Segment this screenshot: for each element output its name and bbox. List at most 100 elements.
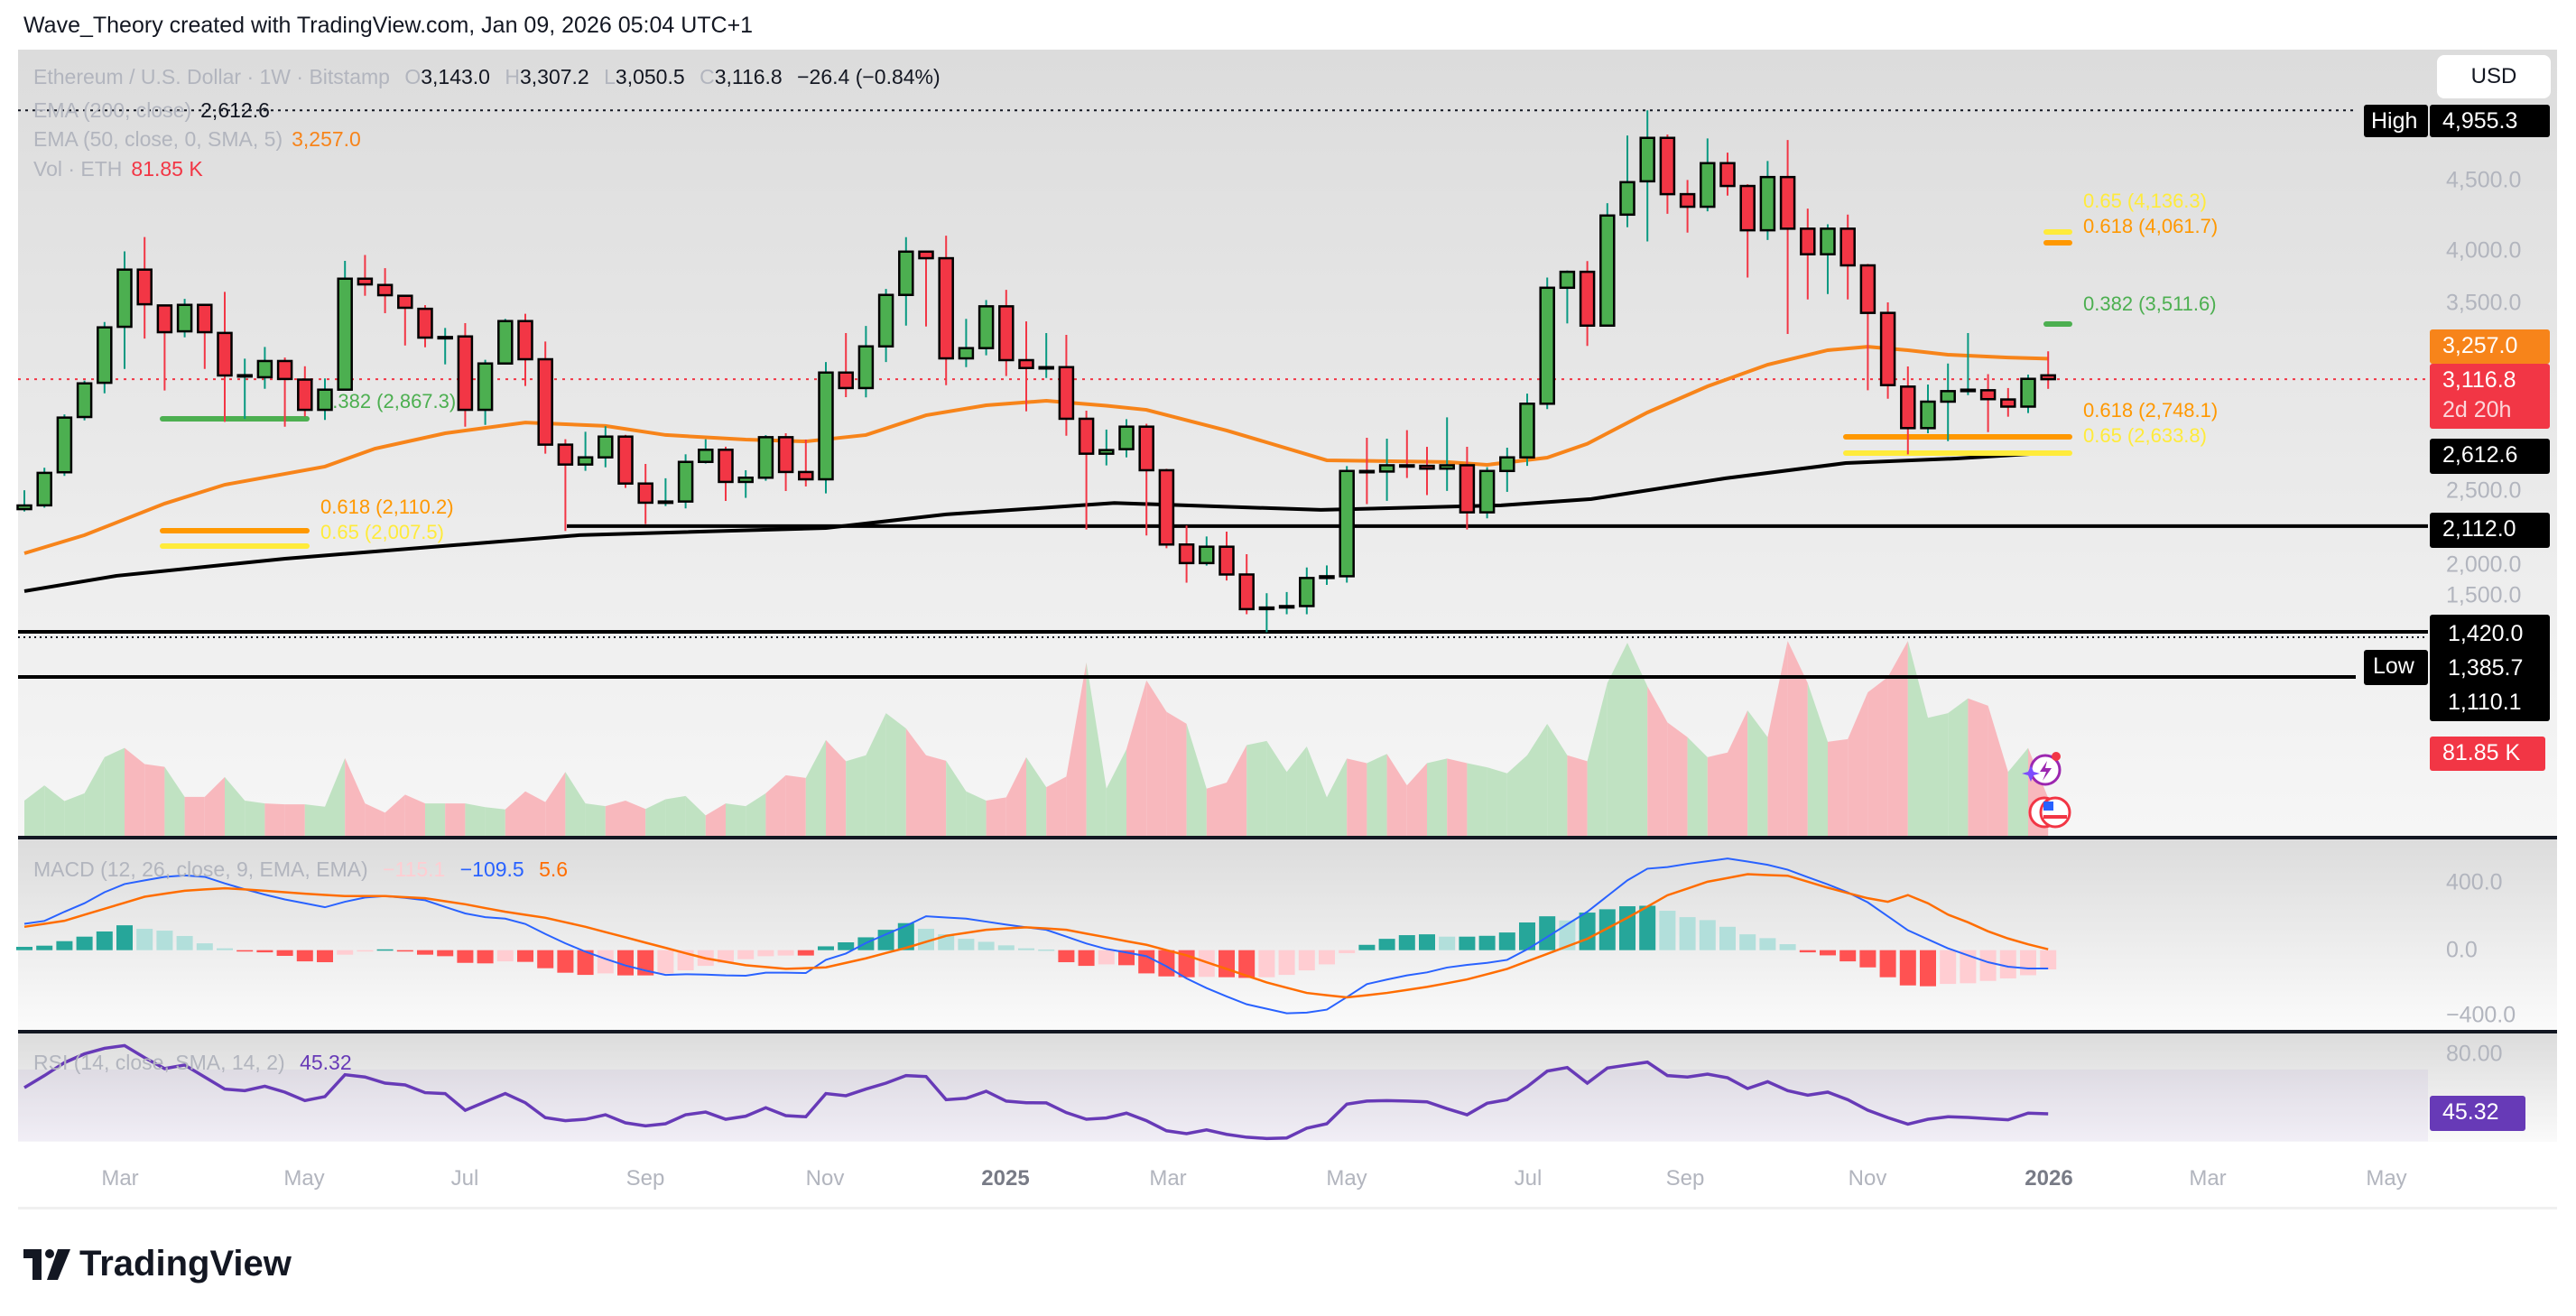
volume-area-segment — [1106, 749, 1126, 836]
rsi-label[interactable]: RSI (14, close, SMA, 14, 2) — [33, 1051, 285, 1074]
pane-divider-rsi[interactable] — [18, 1030, 2557, 1033]
candle-body — [337, 277, 353, 391]
volume-area-segment — [1787, 641, 1808, 836]
candle — [2000, 387, 2016, 417]
candle — [737, 469, 754, 498]
ema50-legend[interactable]: EMA (50, close, 0, SMA, 5) 3,257.0 — [33, 127, 370, 152]
macd-histogram-bar — [1358, 944, 1376, 950]
candle-body — [97, 326, 113, 385]
level-tags-stack: 1,420.0 1,385.7 1,110.1 — [2430, 615, 2550, 721]
candle — [1018, 321, 1034, 412]
macd-pane[interactable] — [18, 839, 2557, 1032]
event-icons[interactable] — [2022, 752, 2071, 829]
candle — [1459, 447, 1476, 530]
candle-body — [1779, 175, 1796, 230]
ema200-label[interactable]: EMA (200, close) — [33, 98, 192, 122]
volume-area-segment — [284, 804, 305, 836]
volume-area-segment — [905, 728, 926, 836]
close-value: 3,116.8 — [714, 65, 783, 88]
candle-body — [36, 471, 52, 507]
macd-histogram-bar — [256, 950, 273, 953]
macd-histogram-bar — [997, 945, 1015, 950]
macd-histogram-bar — [1899, 950, 1916, 986]
rsi-line — [23, 1043, 2049, 1141]
candle-body — [1459, 464, 1476, 514]
candle — [1779, 140, 1796, 334]
currency-button[interactable]: USD — [2437, 55, 2551, 98]
volume-area-segment — [1567, 755, 1588, 836]
open-value: 3,143.0 — [421, 65, 490, 88]
macd-histogram-bar — [1459, 936, 1476, 950]
time-axis[interactable] — [18, 1142, 2557, 1209]
ema50-label[interactable]: EMA (50, close, 0, SMA, 5) — [33, 127, 283, 151]
candle-body — [1158, 468, 1175, 546]
candle-body — [1478, 469, 1496, 514]
candle-body — [818, 371, 834, 481]
macd-histogram-bar — [918, 929, 934, 950]
candle — [376, 268, 394, 313]
symbol-title[interactable]: Ethereum / U.S. Dollar · 1W · Bitstamp — [33, 65, 390, 88]
macd-histogram-bar — [16, 947, 32, 950]
flag-stripe-icon — [2043, 815, 2067, 819]
ema200-value: 2,612.6 — [200, 98, 270, 122]
rsi-band — [18, 1069, 2428, 1142]
level-tag-2112: 2,112.0 — [2430, 513, 2550, 548]
candle — [1539, 277, 1555, 410]
rsi-legend[interactable]: RSI (14, close, SMA, 14, 2) 45.32 — [33, 1051, 361, 1075]
candle-body — [1659, 136, 1676, 196]
candle — [958, 319, 975, 367]
macd-histogram-bar — [136, 929, 153, 950]
volume-area-segment — [1667, 722, 1688, 836]
ema200-legend[interactable]: EMA (200, close) 2,612.6 — [33, 98, 279, 123]
candle — [1278, 591, 1295, 615]
symbol-legend[interactable]: Ethereum / U.S. Dollar · 1W · Bitstamp O… — [33, 65, 950, 89]
volume-area-segment — [425, 803, 446, 836]
macd-tick: −400.0 — [2446, 1002, 2516, 1028]
candle-body — [197, 303, 213, 334]
macd-histogram-bar — [1439, 936, 1456, 950]
macd-histogram-bar — [1258, 950, 1275, 978]
candle — [197, 303, 213, 369]
rsi-pane[interactable] — [18, 1033, 2557, 1142]
volume-area-segment — [1126, 680, 1147, 836]
macd-histogram-bar — [877, 930, 894, 950]
macd-histogram-bar — [1739, 934, 1756, 950]
volume-legend[interactable]: Vol · ETH 81.85 K — [33, 157, 212, 181]
macd-histogram-bar — [1779, 944, 1796, 950]
macd-label[interactable]: MACD (12, 26, close, 9, EMA, EMA) — [33, 857, 368, 881]
volume-area-segment — [104, 747, 125, 836]
volume-area-segment — [465, 803, 486, 836]
price-pane[interactable] — [18, 50, 2557, 838]
time-axis-label: Mar — [1149, 1166, 1187, 1191]
candle — [36, 468, 52, 508]
candle-body — [176, 303, 193, 333]
volume-area-segment — [826, 739, 847, 836]
candle — [217, 292, 233, 422]
volume-area-segment — [946, 760, 967, 836]
candle-body — [136, 268, 153, 306]
candle-body — [256, 359, 273, 379]
volume-area-segment — [785, 774, 806, 836]
pane-divider-macd[interactable] — [18, 836, 2557, 839]
macd-legend[interactable]: MACD (12, 26, close, 9, EMA, EMA) −115.1… — [33, 857, 577, 882]
candle — [657, 477, 674, 506]
macd-histogram-bar — [1598, 909, 1616, 950]
time-axis-label: Sep — [625, 1166, 665, 1191]
candle-body — [1219, 545, 1235, 576]
volume-label[interactable]: Vol · ETH — [33, 157, 123, 181]
macd-histogram-bar — [938, 934, 955, 950]
candle — [637, 464, 653, 524]
volume-area-segment — [1227, 745, 1247, 836]
candle-body — [517, 320, 533, 361]
candle — [2040, 351, 2056, 389]
candle-body — [1979, 389, 1997, 401]
price-tick: 2,000.0 — [2446, 551, 2522, 578]
time-axis-label: May — [283, 1166, 325, 1191]
candle-body — [297, 378, 313, 412]
volume-area-segment — [1146, 680, 1167, 836]
tradingview-logo[interactable]: TradingView — [23, 1244, 292, 1284]
macd-histogram-bar — [1278, 950, 1295, 976]
candle — [1879, 301, 1896, 399]
candle-body — [1258, 606, 1275, 611]
